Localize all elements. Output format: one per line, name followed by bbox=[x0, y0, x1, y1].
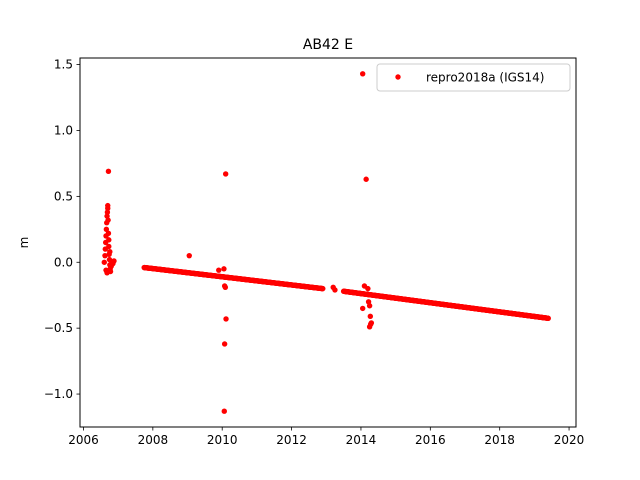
y-tick-label: 0.5 bbox=[54, 189, 73, 203]
x-tick-label: 2014 bbox=[346, 433, 377, 447]
data-point bbox=[105, 202, 111, 209]
data-point bbox=[365, 285, 371, 292]
data-point bbox=[366, 324, 373, 330]
data-point bbox=[104, 270, 110, 276]
x-tick-label: 2008 bbox=[138, 433, 169, 447]
data-point bbox=[221, 341, 228, 347]
legend: repro2018a (IGS14) bbox=[376, 63, 571, 92]
data-point bbox=[221, 408, 227, 414]
y-tick-label: 0.0 bbox=[54, 255, 73, 269]
data-point bbox=[223, 316, 229, 322]
x-tick-label: 2020 bbox=[554, 433, 585, 447]
data-point bbox=[105, 217, 111, 223]
x-tick-label: 2018 bbox=[484, 433, 515, 447]
data-point bbox=[332, 287, 338, 293]
data-point bbox=[216, 267, 222, 273]
data-point bbox=[545, 315, 551, 321]
data-point bbox=[366, 303, 373, 309]
y-tick-label: −1.0 bbox=[44, 387, 73, 401]
data-point bbox=[221, 266, 227, 272]
data-point bbox=[222, 171, 229, 177]
data-point bbox=[105, 168, 112, 175]
data-point bbox=[102, 252, 108, 259]
x-tick-label: 2010 bbox=[207, 433, 238, 447]
legend-label-repro2018a: repro2018a (IGS14) bbox=[426, 71, 544, 85]
data-point bbox=[359, 71, 366, 77]
x-tick-label: 2016 bbox=[415, 433, 446, 447]
axes-frame bbox=[79, 57, 577, 428]
plot-area bbox=[80, 58, 576, 427]
data-point bbox=[363, 176, 369, 182]
legend-marker bbox=[395, 74, 401, 80]
data-point bbox=[107, 249, 113, 255]
y-tick-label: 1.0 bbox=[54, 123, 73, 137]
data-point bbox=[367, 313, 374, 319]
data-point bbox=[222, 284, 229, 291]
y-tick-label: 1.5 bbox=[54, 58, 73, 72]
data-point bbox=[104, 209, 111, 215]
chart-title: AB42 E bbox=[303, 37, 353, 53]
data-series bbox=[101, 71, 551, 414]
y-tick-label: −0.5 bbox=[44, 321, 73, 335]
data-point bbox=[320, 285, 326, 292]
legend-box bbox=[376, 63, 571, 92]
data-point bbox=[103, 226, 110, 233]
data-point bbox=[186, 252, 192, 259]
data-point bbox=[106, 243, 112, 250]
data-point bbox=[111, 258, 117, 264]
x-tick-label: 2006 bbox=[68, 433, 99, 447]
data-point bbox=[106, 237, 112, 243]
data-point bbox=[359, 305, 366, 312]
x-axis-ticks: 2006 2008 2010 2012 2014 2016 2018 2020 bbox=[68, 427, 584, 447]
data-point bbox=[105, 230, 112, 236]
x-tick-label: 2012 bbox=[276, 433, 307, 447]
y-axis-ticks: −1.0 −0.5 0.0 0.5 1.0 1.5 bbox=[44, 58, 80, 401]
data-point bbox=[101, 259, 107, 265]
y-axis-label: m bbox=[17, 237, 31, 249]
